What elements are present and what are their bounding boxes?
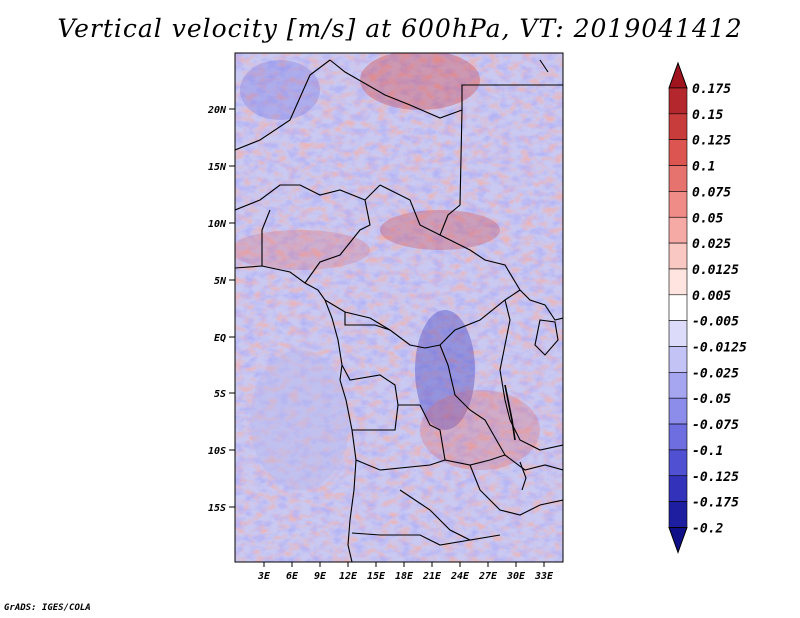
colorbar-label: 0.025 (692, 237, 731, 252)
colorbar-segment (668, 191, 688, 218)
lat-tick-label: 10N (208, 219, 227, 230)
colorbar-segment (668, 61, 688, 89)
lon-tick-label: 6E (286, 571, 299, 582)
colorbar-segment (668, 501, 688, 528)
colorbar-segment (668, 165, 688, 192)
colorbar-label: 0.075 (692, 185, 731, 200)
colorbar-label: -0.05 (692, 392, 731, 407)
velocity-field (235, 53, 563, 562)
colorbar-segment (668, 423, 688, 451)
colorbar-label: -0.0125 (692, 341, 747, 356)
footer-credit: GrADS: IGES/COLA (4, 603, 91, 613)
lat-tick-label: 20N (207, 105, 227, 116)
colorbar-label: 0.15 (692, 108, 723, 123)
colorbar-segment (668, 139, 688, 166)
colorbar-label: 0.1 (692, 160, 715, 175)
colorbar-label: 0.05 (692, 211, 723, 226)
colorbar (668, 61, 688, 554)
colorbar-segment (668, 242, 688, 270)
lon-tick-label: 27E (478, 571, 498, 582)
lon-tick-label: 30E (506, 571, 526, 582)
colorbar-segment (668, 526, 688, 554)
lat-axis (229, 108, 235, 508)
map-title: Vertical velocity [m/s] at 600hPa, VT: 2… (57, 14, 743, 43)
colorbar-segment (668, 372, 688, 399)
colorbar-label: -0.075 (692, 418, 739, 433)
colorbar-label: 0.125 (692, 134, 731, 149)
lon-tick-label: 24E (450, 571, 470, 582)
lon-tick-label: 3E (257, 571, 271, 582)
colorbar-label: 0.175 (692, 82, 731, 97)
colorbar-segment (668, 346, 688, 373)
lat-tick-label: 5S (214, 389, 226, 400)
colorbar-segment (668, 449, 688, 477)
colorbar-segment (668, 113, 688, 140)
lon-axis (263, 562, 545, 567)
lat-tick-label: EQ (214, 333, 226, 344)
colorbar-label: -0.1 (692, 444, 723, 459)
lat-tick-label: 15S (208, 503, 226, 514)
colorbar-label: -0.005 (692, 315, 739, 330)
colorbar-segment (668, 294, 688, 321)
colorbar-segment (668, 397, 688, 425)
lon-tick-label: 33E (534, 571, 554, 582)
colorbar-labels: 0.175 0.15 0.125 0.1 0.075 0.05 0.025 0.0125 0.0… (692, 82, 747, 536)
country-borders (235, 59, 563, 562)
colorbar-label: -0.125 (692, 470, 739, 485)
colorbar-label: -0.2 (692, 521, 723, 536)
lat-tick-label: 15N (208, 162, 227, 173)
colorbar-segment (668, 87, 688, 115)
lat-tick-label: 10S (208, 446, 226, 457)
colorbar-label: -0.025 (692, 366, 739, 381)
colorbar-segment (668, 320, 688, 347)
lat-tick-label: 5N (214, 276, 227, 287)
colorbar-label: 0.005 (692, 289, 731, 304)
colorbar-segment (668, 216, 688, 244)
lon-tick-label: 9E (314, 571, 327, 582)
lon-tick-label: 21E (422, 571, 442, 582)
colorbar-label: -0.175 (692, 496, 739, 511)
colorbar-segment (668, 268, 688, 296)
colorbar-segment (668, 475, 688, 502)
lon-tick-label: 12E (339, 571, 358, 582)
map-frame (234, 52, 564, 563)
colorbar-label: 0.0125 (692, 263, 739, 278)
lon-tick-label: 15E (367, 571, 386, 582)
lon-tick-label: 18E (395, 571, 414, 582)
